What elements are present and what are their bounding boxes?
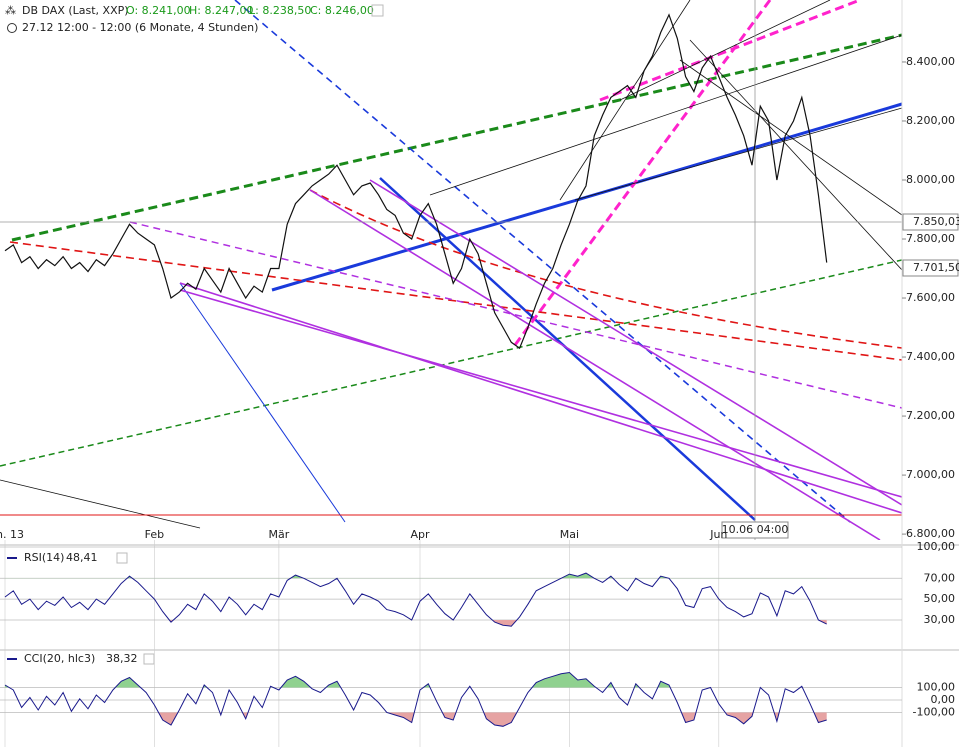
ohlc-open: O: 8.241,00 [126, 4, 191, 17]
indicator-value: 48,41 [66, 551, 98, 564]
oversold-fill [5, 619, 827, 627]
x-tick-label: Feb [145, 528, 164, 541]
crosshair-price: 7.850,03 [913, 215, 959, 228]
y-tick-label: 30,00 [924, 613, 956, 626]
chart-icon: ⁂ [5, 4, 16, 17]
y-tick-label: 8.200,00 [906, 114, 955, 127]
trend-lines [0, 0, 902, 540]
y-tick-label: 8.400,00 [906, 55, 955, 68]
ohlc-close: C: 8.246,00 [310, 4, 374, 17]
price-tag [902, 259, 959, 277]
y-tick-label: 7.600,00 [906, 291, 955, 304]
y-tick-label: 0,00 [931, 693, 956, 706]
x-tick-label: Jan. 13 [0, 528, 24, 541]
date-tag [721, 521, 789, 539]
series-line [4, 572, 827, 627]
x-tick-label: Mär [269, 528, 290, 541]
y-tick-label: 70,00 [924, 571, 956, 584]
indicator-value: 38,32 [106, 652, 138, 665]
overbought-fill [5, 672, 827, 688]
y-tick-label: 100,00 [917, 540, 956, 553]
ohlc-high: H: 8.247,00 [189, 4, 253, 17]
y-tick-label: 8.000,00 [906, 173, 955, 186]
y-tick-label: 7.800,00 [906, 232, 955, 245]
x-tick-label: Mai [560, 528, 579, 541]
y-tick-label: -100,00 [913, 706, 955, 719]
y-tick-label: 7.400,00 [906, 350, 955, 363]
oversold-fill [5, 712, 827, 727]
chart-subtitle: 27.12 12:00 - 12:00 (6 Monate, 4 Stunden… [22, 21, 258, 34]
settings-button[interactable] [371, 4, 384, 17]
price-tag [902, 213, 959, 231]
chart-title: DB DAX (Last, XXP) [22, 4, 129, 17]
last-price: 7.701,50 [913, 261, 959, 274]
y-tick-label: 6.800,00 [906, 527, 955, 540]
series-line [4, 13, 828, 350]
y-tick-label: 50,00 [924, 592, 956, 605]
x-tick-label: Jun [709, 528, 727, 541]
settings-button[interactable] [143, 653, 155, 665]
crosshair-date: 10.06 04:00 [722, 523, 789, 536]
y-tick-label: 100,00 [917, 681, 956, 694]
clock-icon [7, 23, 17, 33]
indicator-title: CCI(20, hlc3) [24, 652, 95, 665]
indicator-title: RSI(14) [24, 551, 64, 564]
series-line [4, 671, 827, 727]
y-tick-label: 7.000,00 [906, 468, 955, 481]
y-tick-label: 7.200,00 [906, 409, 955, 422]
settings-button[interactable] [116, 552, 128, 564]
overbought-fill [127, 573, 669, 579]
ohlc-low: L: 8.238,50 [249, 4, 311, 17]
x-tick-label: Apr [410, 528, 430, 541]
